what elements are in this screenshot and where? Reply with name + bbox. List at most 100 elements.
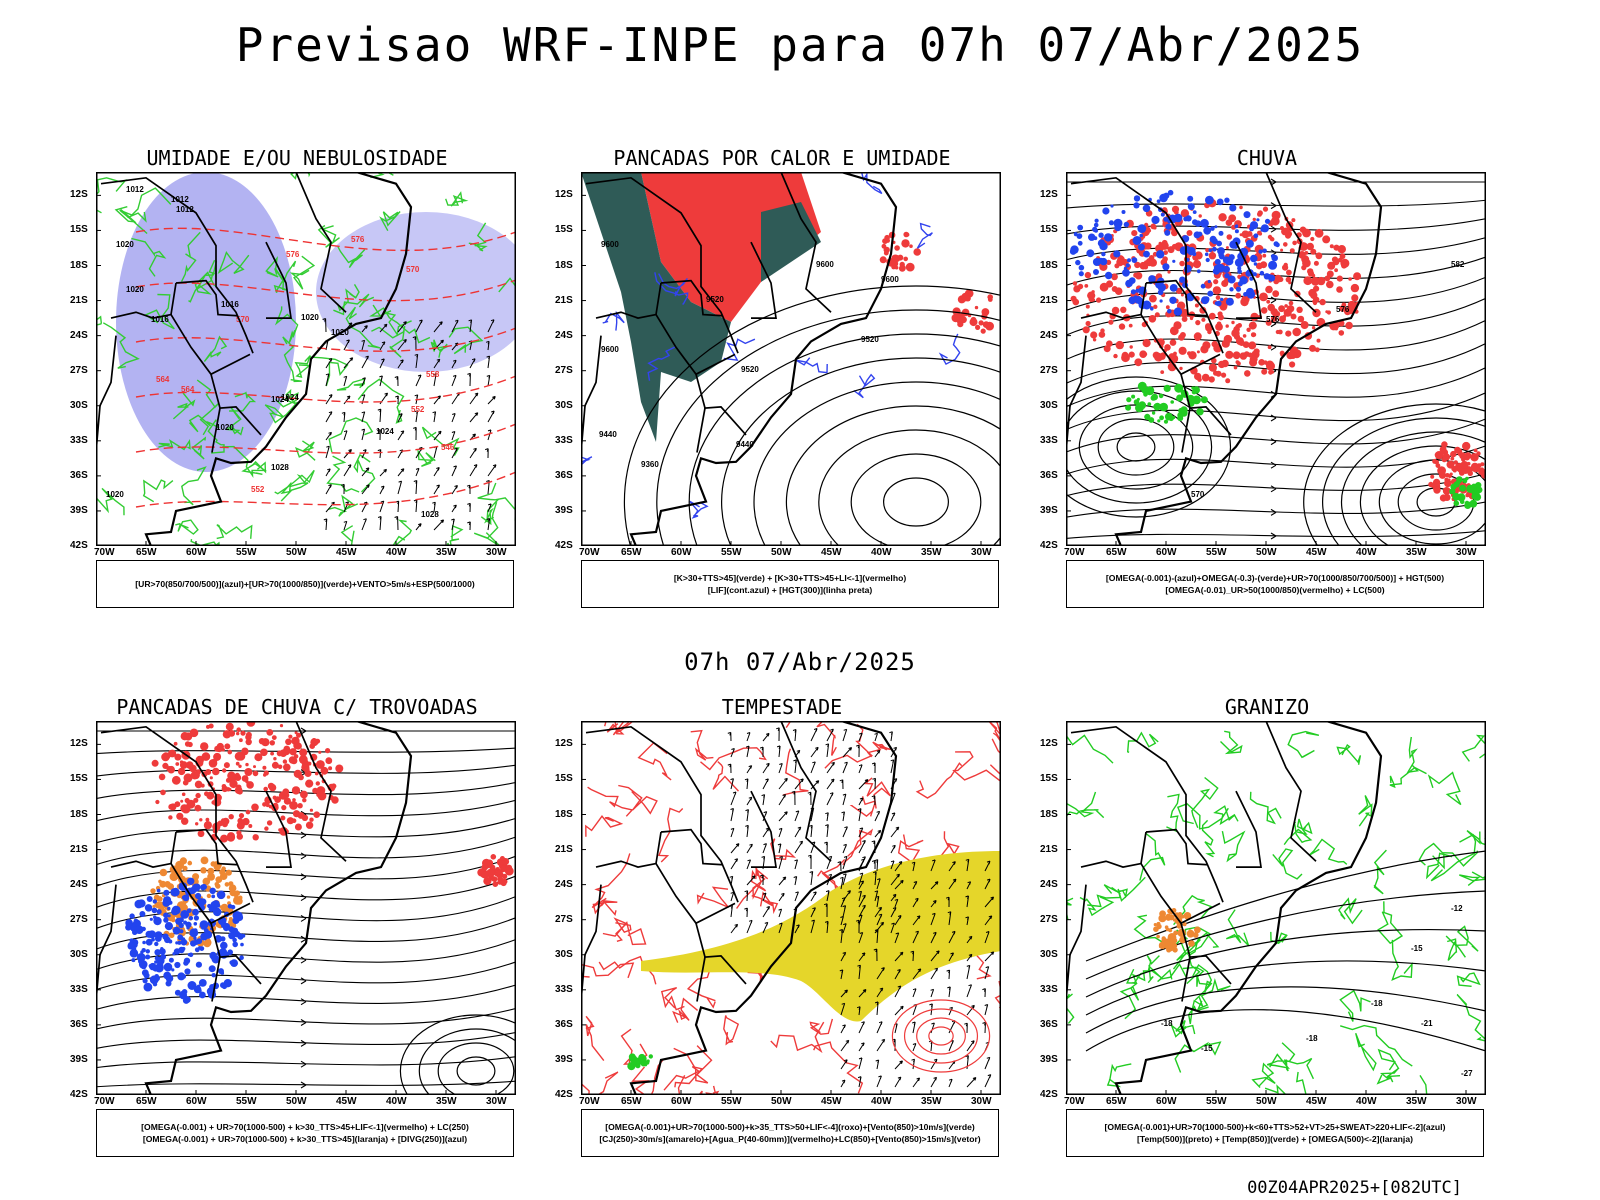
wind-vector — [825, 743, 830, 758]
wind-vector — [874, 921, 885, 934]
lon-tick-label: 40W — [1356, 1096, 1377, 1107]
severe-storm-area-cell — [168, 815, 173, 820]
humid-lower-contour-segment — [328, 494, 359, 517]
precipitable-water-contour-segment — [663, 1066, 704, 1091]
omega-strong-area-cell — [1476, 486, 1483, 494]
hgt300-contours-ring — [818, 429, 1001, 546]
omega-strong-area-cell — [1177, 412, 1184, 419]
wind-vector — [810, 728, 818, 742]
wind-vector — [379, 468, 387, 477]
wind-vector — [432, 501, 436, 513]
omega-lower-area-cell — [1239, 352, 1248, 360]
omega-lower-area-cell — [1439, 446, 1447, 453]
lat-tick-label: 12S — [70, 189, 88, 201]
omega-lower-area-cell — [1241, 295, 1250, 304]
contour-label: 564 — [156, 375, 170, 384]
moderate-storm-area-cell — [214, 882, 220, 887]
omega500-area-cell — [1183, 912, 1192, 920]
wind-vector — [361, 355, 369, 369]
wind-vector — [413, 480, 418, 495]
wind-vector — [343, 464, 352, 477]
omega-upper-area-cell — [1209, 235, 1217, 243]
temp850-contour-segment — [1264, 1071, 1307, 1095]
lon-tick-label: 60W — [186, 547, 207, 558]
moderate-storm-area-cell — [226, 895, 231, 899]
lon-tick-label: 70W — [579, 547, 600, 558]
map-base — [1066, 721, 1383, 1095]
wind-vector — [762, 921, 769, 934]
divergence-area-cell — [192, 908, 199, 916]
omega-lower-area-cell — [1296, 306, 1303, 313]
severe-storm-area-cell — [184, 797, 190, 804]
lc250-streamlines-arrow — [300, 852, 307, 860]
wind-vector — [727, 763, 732, 774]
omega-upper-area-cell — [1237, 281, 1243, 287]
omega-upper-area-cell — [1078, 264, 1085, 271]
omega-lower-area-cell — [1449, 472, 1453, 476]
omega-upper-area-cell — [1218, 230, 1224, 236]
severe-storm-area-cell — [297, 803, 303, 809]
wind-vector — [433, 446, 438, 459]
temp850-contour-segment — [1338, 897, 1363, 925]
severe-storm-area-cell — [263, 786, 268, 792]
severe-storm-area-cell — [225, 722, 234, 731]
humid-lower-contour-segment — [294, 355, 312, 379]
severe-storm-area-cell — [298, 774, 304, 781]
wind-vector — [485, 340, 490, 351]
severe-storm-area-cell — [266, 729, 274, 736]
panel-title: PANCADAS DE CHUVA C/ TROVOADAS — [116, 695, 478, 719]
severe-storm-area-cell — [490, 854, 497, 860]
severe-storm-area-cell — [248, 824, 253, 828]
lat-tick-label: 15S — [555, 773, 573, 785]
temp850-contour-segment — [1445, 925, 1479, 952]
contour-label: -18 — [1306, 1034, 1318, 1043]
severe-storm-area-cell — [282, 759, 288, 764]
border-line — [660, 828, 724, 866]
hgt300-contours — [623, 285, 1001, 546]
omega-lower-area-cell — [1250, 312, 1259, 321]
omega-upper-area-cell — [1192, 210, 1197, 214]
severe-storm-area-cell — [236, 727, 241, 732]
omega500-area-cell — [1153, 926, 1159, 932]
omega-lower-area-cell — [1232, 351, 1241, 360]
omega-lower-area-cell — [1085, 320, 1091, 327]
divergence-area-cell — [154, 941, 159, 947]
lat-tick-label: 30S — [70, 399, 88, 411]
omega-lower-area-cell — [1303, 276, 1313, 286]
omega-strong-area-cell — [1126, 397, 1132, 403]
wind-vector — [874, 1001, 879, 1016]
wind-vector — [778, 827, 783, 838]
lat-tick-label: 18S — [555, 259, 573, 271]
wind-vector — [965, 895, 969, 908]
wind-vector — [930, 1058, 938, 1070]
temp850-contour-segment — [1466, 830, 1486, 846]
lon-tick-label: 65W — [136, 1096, 157, 1107]
omega-strong-area-cell — [1453, 500, 1460, 507]
wind-vector — [467, 502, 471, 513]
legend-line: [LIF](cont.azul) + [HGT(300)](linha pret… — [707, 585, 873, 595]
lat-tick-label: 18S — [555, 808, 573, 820]
lc250-streamlines-arrow — [300, 873, 307, 881]
hgt500-contours-line — [1066, 391, 1486, 431]
lat-tick-label: 33S — [70, 434, 88, 446]
precipitable-water-contour-segment — [581, 1071, 619, 1095]
severe-storm-area-cell — [228, 730, 236, 737]
severe-storm-area-cell — [492, 881, 499, 887]
temp500-line — [1085, 1009, 1486, 1052]
precipitable-water-contour-segment — [809, 1018, 834, 1035]
panel-title: CHUVA — [1236, 146, 1298, 170]
omega-lower-area-cell — [1267, 234, 1273, 240]
severe-storm-area-cell — [294, 823, 302, 831]
omega-strong-area-cell — [1159, 403, 1166, 410]
wind-vector — [730, 858, 739, 870]
divergence-area-cell — [154, 931, 163, 940]
lon-tick-label: 55W — [721, 1096, 742, 1107]
temp850-contour-segment — [1425, 852, 1453, 880]
humid-lower-contour-segment — [229, 391, 257, 412]
omega-lower-area-cell — [1348, 277, 1352, 281]
wind-vector — [361, 467, 370, 477]
severe-storm-area-cell — [220, 834, 229, 843]
wind-vector — [947, 911, 952, 926]
severe-storm-area-cell — [279, 749, 288, 757]
wind-vector — [858, 827, 864, 838]
